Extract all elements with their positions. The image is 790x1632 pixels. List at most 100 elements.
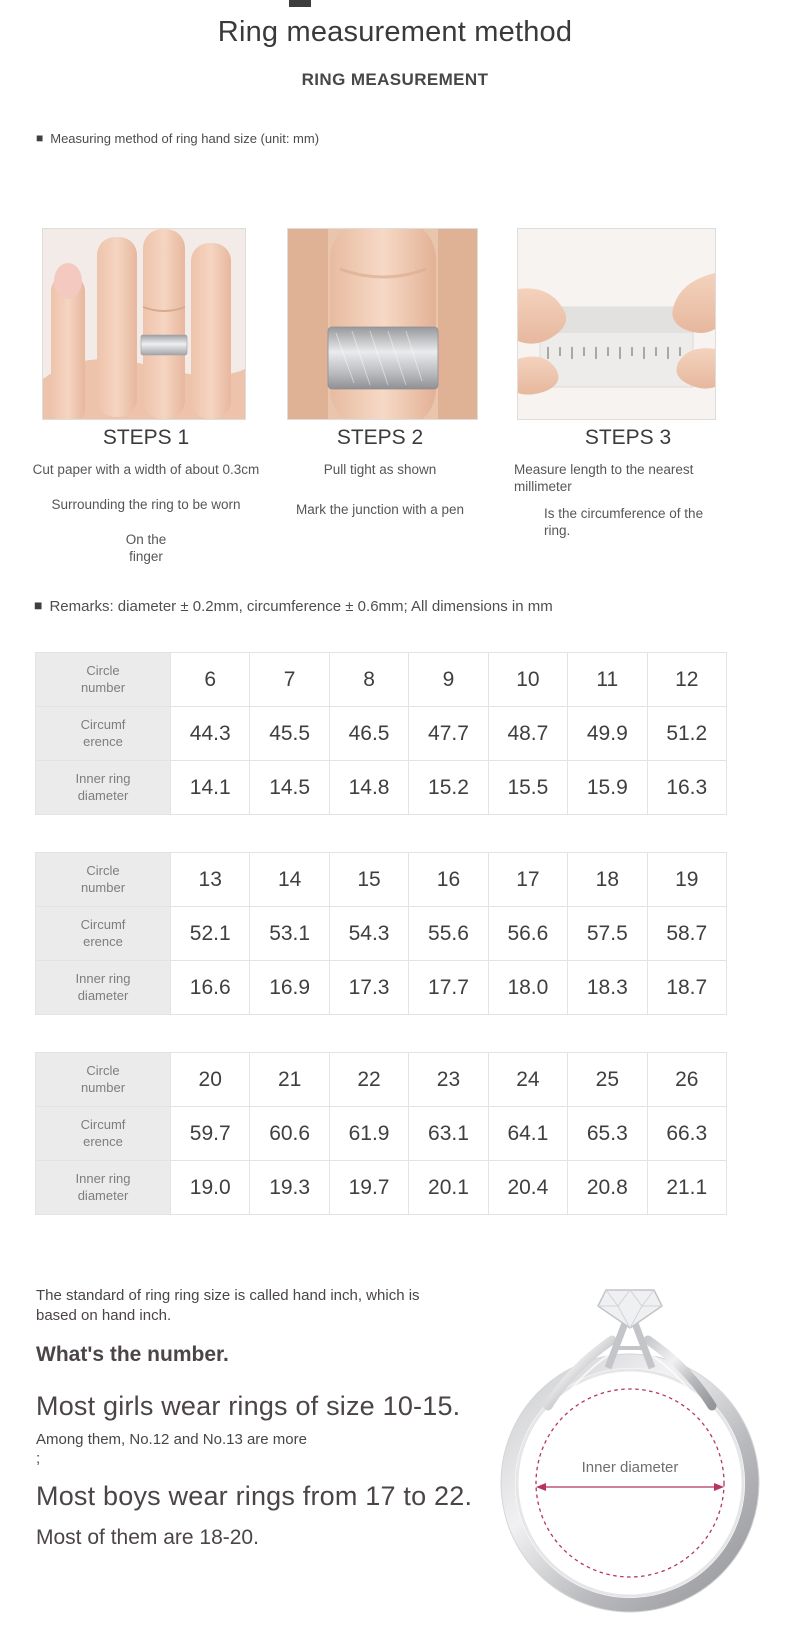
value-cell: 18.7 [646,960,728,1015]
ring-shoulder-right [643,1335,717,1411]
page-subtitle: RING MEASUREMENT [301,70,489,89]
value-cell: 55.6 [408,906,489,961]
ring-inner-diameter-diagram: Inner diameter [500,1289,760,1613]
square-bullet-icon: ■ [36,131,44,145]
step-2: STEPS 2 Pull tight as shown Mark the jun… [266,426,494,542]
value-cell: 63.1 [408,1106,489,1161]
table-row: Inner ring diameter 16.6 16.9 17.3 17.7 18.0 1… [35,960,728,1015]
value-cell: 19.7 [328,1160,410,1215]
diamond-icon [597,1289,663,1330]
table-row: Circumf erence 44.3 45.5 46.5 47.7 48.7 49.9 51… [35,706,728,761]
value-cell: 19 [646,852,728,907]
value-cell: 14.1 [169,760,251,815]
ring-shoulder-left [543,1335,617,1411]
value-cell: 15.9 [567,760,648,815]
table-row: Inner ring diameter 14.1 14.5 14.8 15.2 15.5 1… [35,760,728,815]
top-crop-mark [289,0,311,7]
step3-photo [517,228,716,420]
value-cell: 58.7 [646,906,728,961]
table-row: Circle number 6 7 8 9 10 11 12 [35,652,728,707]
row-label: Circumf erence [35,1106,171,1161]
standard-note: The standard of ring ring size is called… [36,1287,420,1325]
value-cell: 16.6 [169,960,251,1015]
page-title: Ring measurement method [217,16,573,48]
table-row: Circumf erence 59.7 60.6 61.9 63.1 64.1 65.3 66… [35,1106,728,1161]
row-label: Circle number [35,852,171,907]
value-cell: 18.0 [487,960,569,1015]
value-cell: 54.3 [328,906,410,961]
value-cell: 16.3 [646,760,728,815]
sizing-info: The standard of ring ring size is called… [36,1286,476,1550]
value-cell: 14.5 [249,760,330,815]
value-cell: 56.6 [487,906,569,961]
value-cell: 20 [169,1052,251,1107]
row-label: Circumf erence [35,906,171,961]
value-cell: 15 [328,852,410,907]
value-cell: 20.8 [567,1160,648,1215]
value-cell: 21 [249,1052,330,1107]
step-2-heading: STEPS 2 [336,426,424,449]
ring-band [501,1354,759,1612]
row-label: Circle number [35,652,171,707]
value-cell: 13 [169,852,251,907]
value-cell: 12 [646,652,728,707]
girls-detail-line: Among them, No.12 and No.13 are more ; [36,1430,307,1468]
table-row: Circle number 13 14 15 16 17 18 19 [35,852,728,907]
value-cell: 15.5 [487,760,569,815]
value-cell: 66.3 [646,1106,728,1161]
size-table-1: Circle number 6 7 8 9 10 11 12 Circumf erence 44.… [35,652,728,815]
value-cell: 17.3 [328,960,410,1015]
inner-diameter-circle [535,1388,725,1578]
value-cell: 25 [567,1052,648,1107]
value-cell: 45.5 [249,706,330,761]
measuring-strip-illustration [518,229,715,419]
step-1-heading: STEPS 1 [102,426,190,449]
value-cell: 64.1 [487,1106,569,1161]
table-row: Circumf erence 52.1 53.1 54.3 55.6 56.6 57.5 58… [35,906,728,961]
value-cell: 61.9 [328,1106,410,1161]
step-1: STEPS 1 Cut paper with a width of about … [30,426,262,584]
step-3: STEPS 3 Measure length to the nearest mi… [514,426,742,550]
row-label: Inner ring diameter [35,1160,171,1215]
value-cell: 26 [646,1052,728,1107]
value-cell: 24 [487,1052,569,1107]
row-label: Inner ring diameter [35,760,171,815]
hand-with-paper-ring-illustration [43,229,245,419]
value-cell: 22 [328,1052,410,1107]
step-1-line-3: On the finger [125,532,167,564]
value-cell: 44.3 [169,706,251,761]
value-cell: 53.1 [249,906,330,961]
value-cell: 60.6 [249,1106,330,1161]
step-3-line-1: Measure length to the nearest millimeter [514,462,694,494]
value-cell: 19.0 [169,1160,251,1215]
boys-detail-line: Most of them are 18-20. [36,1525,259,1549]
step-1-line-1: Cut paper with a width of about 0.3cm [32,462,260,477]
step-3-heading: STEPS 3 [584,426,672,449]
value-cell: 20.1 [408,1160,489,1215]
value-cell: 48.7 [487,706,569,761]
value-cell: 10 [487,652,569,707]
value-cell: 14 [249,852,330,907]
step-1-line-2: Surrounding the ring to be worn [51,497,241,513]
value-cell: 15.2 [408,760,489,815]
value-cell: 19.3 [249,1160,330,1215]
value-cell: 8 [328,652,410,707]
measuring-note-text: Measuring method of ring hand size (unit… [50,131,320,146]
value-cell: 17.7 [408,960,489,1015]
value-cell: 52.1 [169,906,251,961]
value-cell: 16.9 [249,960,330,1015]
value-cell: 21.1 [646,1160,728,1215]
value-cell: 65.3 [567,1106,648,1161]
value-cell: 18.3 [567,960,648,1015]
value-cell: 47.7 [408,706,489,761]
value-cell: 49.9 [567,706,648,761]
value-cell: 16 [408,852,489,907]
row-label: Circumf erence [35,706,171,761]
value-cell: 11 [567,652,648,707]
remarks: ■ Remarks: diameter ± 0.2mm, circumferenc… [34,597,553,615]
step-3-line-2: Is the circumference of the ring. [544,505,704,538]
step1-photo [42,228,246,420]
girls-sizes-line: Most girls wear rings of size 10-15. [36,1390,461,1421]
square-bullet-icon: ■ [34,597,43,613]
